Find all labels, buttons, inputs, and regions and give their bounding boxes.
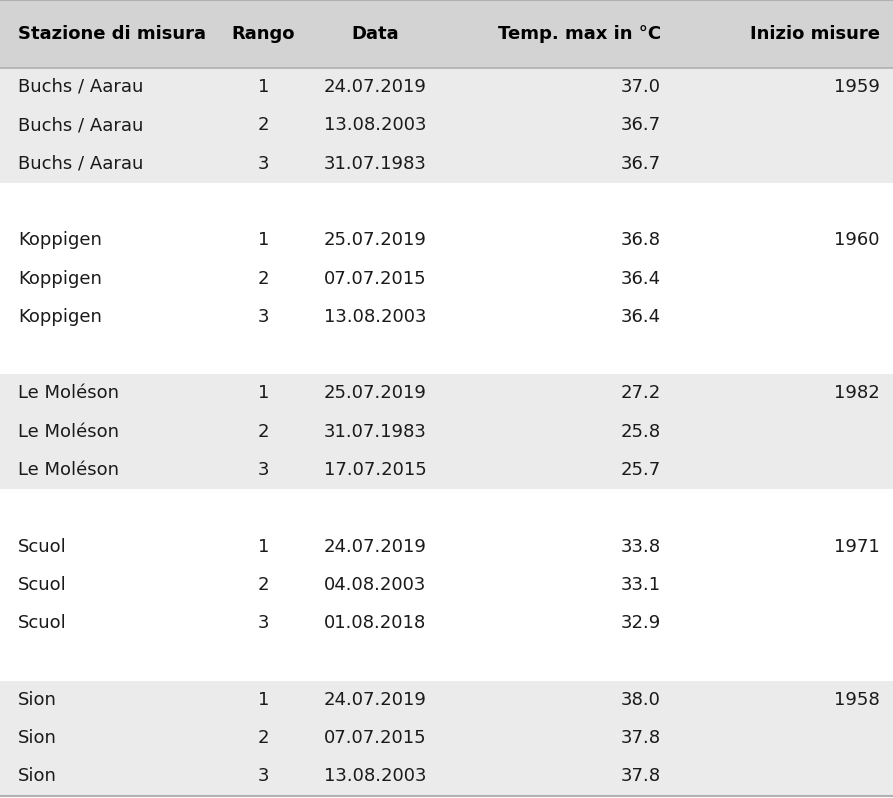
Text: 37.8: 37.8 [621, 768, 661, 785]
Text: Rango: Rango [231, 25, 296, 43]
Text: 3: 3 [258, 461, 269, 479]
Text: 3: 3 [258, 768, 269, 785]
Text: 2: 2 [258, 270, 269, 287]
Bar [0, 489, 893, 527]
Text: Data: Data [351, 25, 399, 43]
Text: 01.08.2018: 01.08.2018 [324, 614, 426, 632]
Text: 1: 1 [258, 385, 269, 402]
Bar [0, 336, 893, 374]
Text: 3: 3 [258, 155, 269, 172]
Text: 36.4: 36.4 [621, 308, 661, 326]
Text: 33.8: 33.8 [621, 538, 661, 555]
Text: 25.07.2019: 25.07.2019 [323, 385, 427, 402]
Text: 32.9: 32.9 [621, 614, 661, 632]
Text: 31.07.1983: 31.07.1983 [323, 423, 427, 440]
Bar [0, 642, 893, 681]
Text: 37.8: 37.8 [621, 729, 661, 747]
Text: 36.7: 36.7 [621, 155, 661, 172]
Text: 13.08.2003: 13.08.2003 [324, 308, 426, 326]
Text: 2: 2 [258, 576, 269, 594]
Text: Sion: Sion [18, 768, 57, 785]
Text: 13.08.2003: 13.08.2003 [324, 768, 426, 785]
Text: 3: 3 [258, 614, 269, 632]
Text: Koppigen: Koppigen [18, 270, 102, 287]
Text: Buchs / Aarau: Buchs / Aarau [18, 78, 143, 96]
Text: 24.07.2019: 24.07.2019 [323, 691, 427, 709]
Text: 37.0: 37.0 [621, 78, 661, 96]
Text: 3: 3 [258, 308, 269, 326]
Bar [0, 221, 893, 336]
Text: 27.2: 27.2 [621, 385, 661, 402]
Text: 33.1: 33.1 [621, 576, 661, 594]
Text: 2: 2 [258, 117, 269, 134]
Text: Le Moléson: Le Moléson [18, 461, 119, 479]
Text: 24.07.2019: 24.07.2019 [323, 538, 427, 555]
Text: 25.07.2019: 25.07.2019 [323, 231, 427, 249]
Text: 2: 2 [258, 423, 269, 440]
Text: Le Moléson: Le Moléson [18, 385, 119, 402]
Text: Temp. max in °C: Temp. max in °C [497, 25, 661, 43]
Text: 07.07.2015: 07.07.2015 [324, 270, 426, 287]
Bar [0, 68, 893, 183]
Text: 1959: 1959 [834, 78, 880, 96]
Text: 36.7: 36.7 [621, 117, 661, 134]
Text: 1960: 1960 [834, 231, 880, 249]
Text: 17.07.2015: 17.07.2015 [323, 461, 427, 479]
Text: Koppigen: Koppigen [18, 308, 102, 326]
Bar [0, 374, 893, 489]
Bar [0, 681, 893, 796]
Text: Koppigen: Koppigen [18, 231, 102, 249]
Text: 1: 1 [258, 231, 269, 249]
Text: Scuol: Scuol [18, 576, 67, 594]
Text: Stazione di misura: Stazione di misura [18, 25, 206, 43]
Bar [0, 0, 893, 68]
Text: 13.08.2003: 13.08.2003 [324, 117, 426, 134]
Text: 36.4: 36.4 [621, 270, 661, 287]
Text: 04.08.2003: 04.08.2003 [324, 576, 426, 594]
Text: Sion: Sion [18, 729, 57, 747]
Text: Scuol: Scuol [18, 538, 67, 555]
Text: 36.8: 36.8 [621, 231, 661, 249]
Text: 25.8: 25.8 [621, 423, 661, 440]
Text: 38.0: 38.0 [621, 691, 661, 709]
Text: 1: 1 [258, 538, 269, 555]
Text: Le Moléson: Le Moléson [18, 423, 119, 440]
Text: Buchs / Aarau: Buchs / Aarau [18, 117, 143, 134]
Text: Scuol: Scuol [18, 614, 67, 632]
Text: Sion: Sion [18, 691, 57, 709]
Text: 1971: 1971 [834, 538, 880, 555]
Text: Inizio misure: Inizio misure [749, 25, 880, 43]
Text: 1: 1 [258, 78, 269, 96]
Text: 2: 2 [258, 729, 269, 747]
Text: Buchs / Aarau: Buchs / Aarau [18, 155, 143, 172]
Bar [0, 183, 893, 221]
Text: 1958: 1958 [834, 691, 880, 709]
Text: 1: 1 [258, 691, 269, 709]
Text: 25.7: 25.7 [621, 461, 661, 479]
Text: 07.07.2015: 07.07.2015 [324, 729, 426, 747]
Bar [0, 527, 893, 642]
Text: 31.07.1983: 31.07.1983 [323, 155, 427, 172]
Text: 1982: 1982 [834, 385, 880, 402]
Text: 24.07.2019: 24.07.2019 [323, 78, 427, 96]
